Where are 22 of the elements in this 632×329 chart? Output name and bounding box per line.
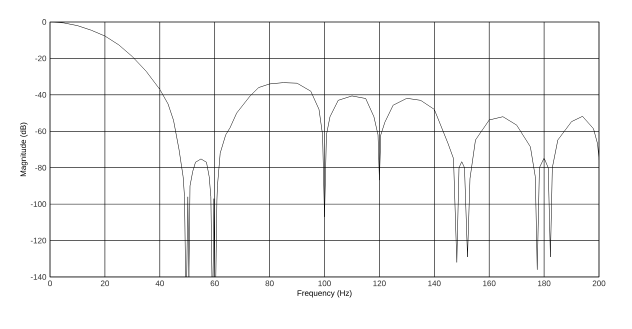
x-tick-label: 60 bbox=[210, 280, 219, 286]
y-tick-label: -100 bbox=[30, 201, 46, 207]
x-tick-label: 100 bbox=[318, 280, 331, 286]
y-tick-label: -120 bbox=[30, 238, 46, 244]
y-tick-label: -40 bbox=[35, 92, 46, 98]
y-tick-label: -140 bbox=[30, 274, 46, 280]
y-tick-label: -80 bbox=[35, 164, 46, 171]
x-tick-label: 40 bbox=[156, 280, 164, 286]
x-tick-label: 180 bbox=[538, 280, 550, 286]
y-tick-label: -60 bbox=[35, 128, 46, 134]
y-tick-label: 0 bbox=[42, 19, 46, 25]
x-tick-label: 120 bbox=[373, 280, 386, 286]
x-tick-label: 80 bbox=[266, 280, 274, 286]
x-axis-title: Frequency (Hz) bbox=[298, 290, 352, 298]
x-tick-label: 140 bbox=[428, 280, 441, 286]
x-tick-label: 200 bbox=[592, 280, 606, 286]
y-axis-title: Magnitude (dB) bbox=[20, 122, 28, 176]
x-tick-label: 20 bbox=[100, 280, 110, 286]
y-tick-label: -20 bbox=[35, 56, 46, 62]
x-tick-label: 160 bbox=[483, 280, 496, 286]
line-series bbox=[50, 22, 599, 277]
x-tick-label: 0 bbox=[48, 280, 52, 286]
